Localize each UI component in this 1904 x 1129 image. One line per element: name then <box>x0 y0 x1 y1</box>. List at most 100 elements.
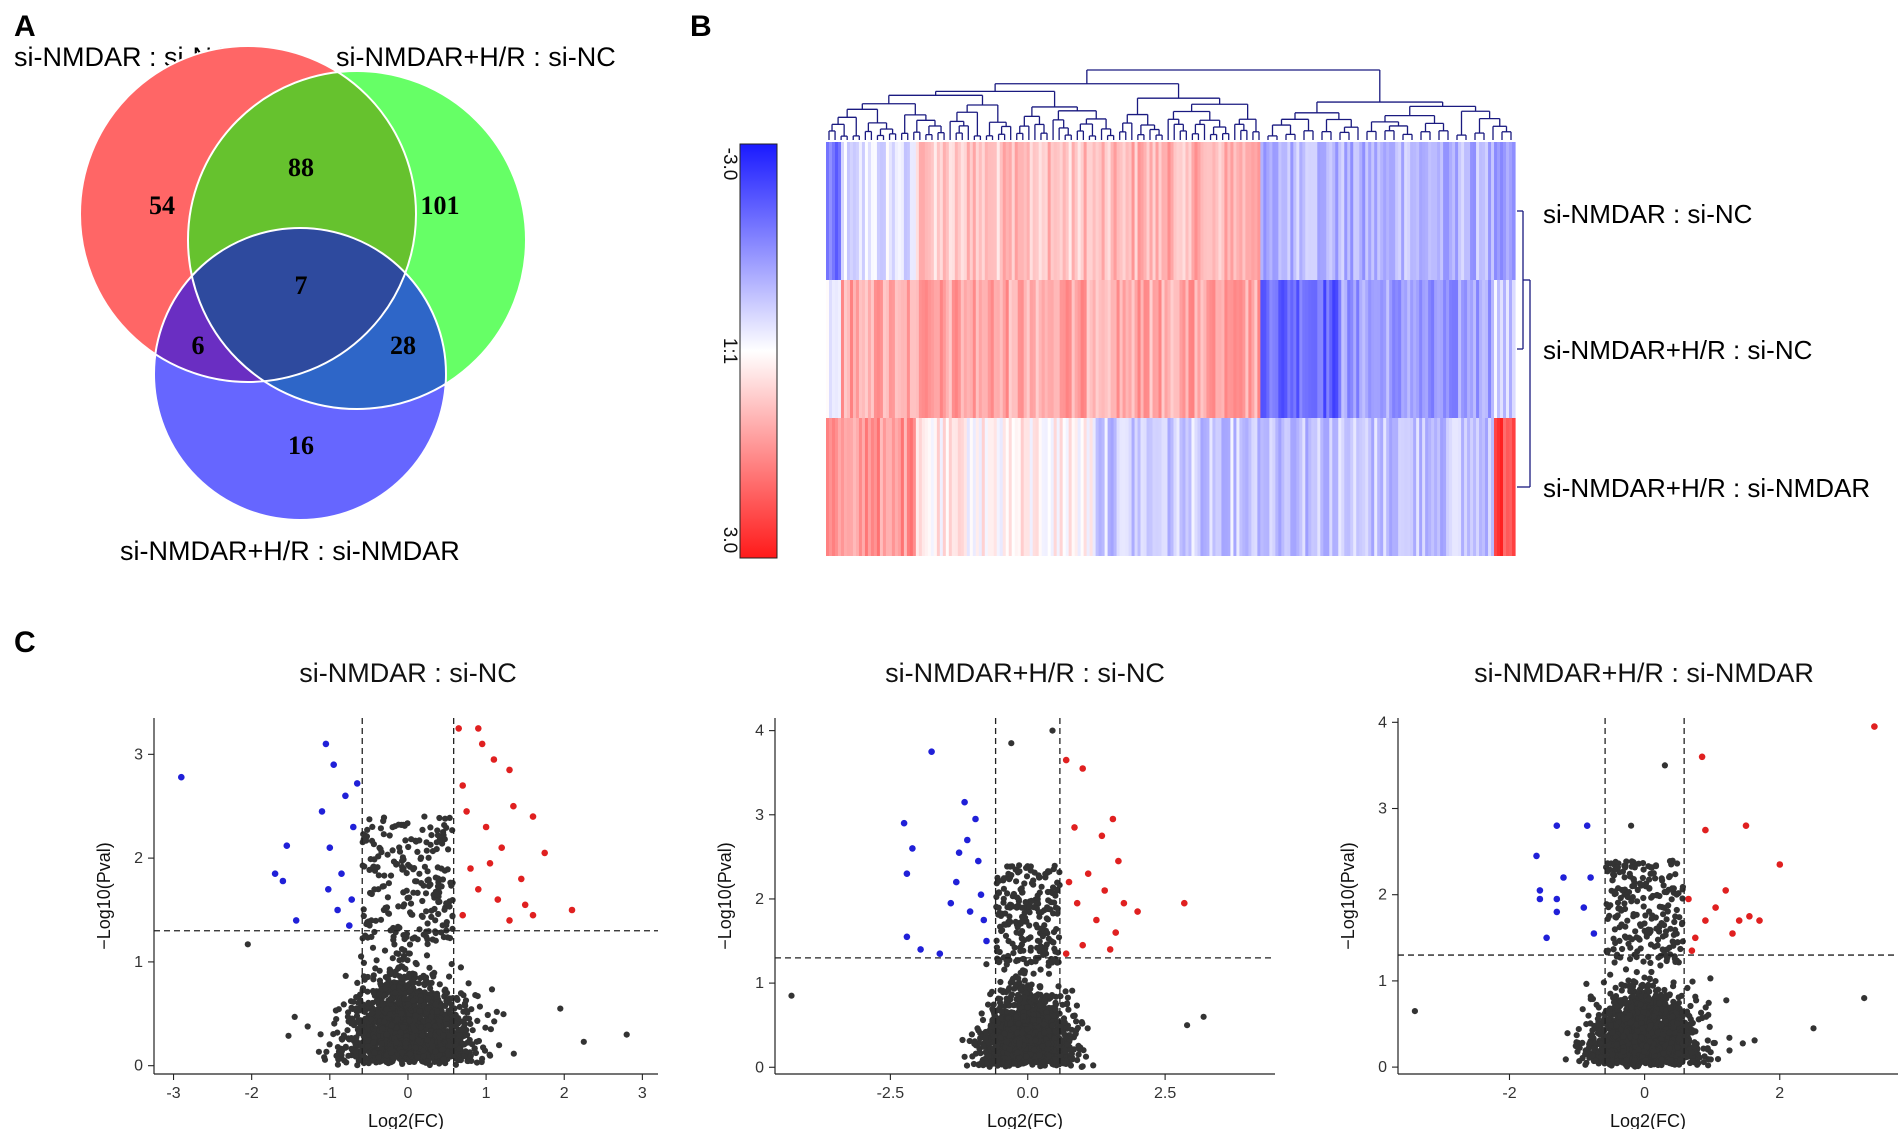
heatmap-cell <box>900 418 905 556</box>
volcano-point-ns <box>443 919 450 926</box>
heatmap-cell <box>987 418 992 556</box>
heatmap-cell <box>1173 418 1178 556</box>
volcano-point-ns <box>1042 870 1049 878</box>
volcano-point-ns <box>364 973 371 981</box>
volcano-point-ns <box>1061 1031 1068 1038</box>
volcano-point-ns <box>402 1040 409 1047</box>
volcano-point-ns <box>321 1056 329 1063</box>
heatmap-cell <box>1014 418 1019 556</box>
heatmap-cell <box>1077 280 1082 418</box>
volcano-point-ns <box>323 1048 330 1055</box>
volcano-point-ns <box>1027 863 1034 870</box>
volcano-point-down <box>178 773 185 781</box>
heatmap-cell <box>1131 142 1136 280</box>
volcano-point-down <box>334 906 341 914</box>
heatmap-cell <box>879 142 884 280</box>
volcano-point-ns <box>482 1024 489 1031</box>
volcano-point-ns <box>1041 947 1048 955</box>
volcano-point-ns <box>446 935 454 942</box>
volcano-point-ns <box>1010 950 1017 957</box>
heatmap-cell <box>939 418 944 556</box>
heatmap-cell <box>1485 280 1489 418</box>
heatmap-cell <box>888 418 893 556</box>
heatmap-cell <box>837 280 842 418</box>
heatmap-cell <box>1125 142 1130 280</box>
volcano-title-2: si-NMDAR+H/R : si-NC <box>885 658 1165 688</box>
volcano-point-ns <box>343 1059 350 1066</box>
heatmap-cell <box>1191 418 1196 556</box>
heatmap-cell <box>993 418 998 556</box>
heatmap-cell <box>1401 280 1405 418</box>
heatmap-cell <box>993 142 998 280</box>
heatmap-cell <box>1251 418 1255 556</box>
heatmap-cell <box>1251 142 1255 280</box>
volcano-point-ns <box>380 817 387 825</box>
heatmap-cell <box>1137 142 1142 280</box>
volcano-point-ns <box>465 980 472 987</box>
heatmap-cell <box>945 142 950 280</box>
heatmap-cell <box>966 142 971 280</box>
heatmap-cell <box>906 418 911 556</box>
volcano-point-ns <box>385 910 393 917</box>
heatmap-cell <box>1113 418 1118 556</box>
volcano-point-ns <box>354 979 361 987</box>
volcano-point-ns <box>473 1038 480 1045</box>
volcano-point-ns <box>1014 894 1021 901</box>
volcano-point-ns <box>1084 1025 1091 1032</box>
heatmap-cell <box>1305 142 1309 280</box>
volcano-point-ns <box>1053 926 1060 933</box>
venn-count-1-3: 6 <box>192 331 205 360</box>
volcano-point-ns <box>457 1057 464 1064</box>
volcano-point-ns <box>1000 875 1008 882</box>
heatmap-cell <box>1281 280 1285 418</box>
heatmap-cell <box>939 280 944 418</box>
volcano-point-ns <box>476 1003 483 1010</box>
volcano-point-ns <box>1011 1060 1018 1067</box>
heatmap-cell <box>1509 280 1513 418</box>
volcano-point-ns <box>440 934 447 941</box>
volcano-point-ns <box>364 1043 371 1050</box>
volcano-point-ns <box>415 1037 422 1044</box>
heatmap-cell <box>942 142 947 280</box>
heatmap-cell <box>1188 418 1193 556</box>
heatmap-cell <box>1224 280 1229 418</box>
heatmap-cell <box>1389 142 1393 280</box>
heatmap-cell <box>870 280 875 418</box>
heatmap-cell <box>840 142 845 280</box>
volcano-point-ns <box>424 868 431 875</box>
heatmap-cell <box>1266 418 1270 556</box>
heatmap-cell <box>1266 280 1270 418</box>
volcano-point-ns <box>419 1032 426 1039</box>
volcano-point-ns <box>1014 924 1021 931</box>
heatmap-cell <box>933 418 938 556</box>
volcano-point-down <box>955 849 963 856</box>
volcano-point-ns <box>474 993 481 1000</box>
heatmap-cell <box>1377 142 1381 280</box>
heatmap-cell <box>1512 280 1516 418</box>
volcano-point-down <box>338 870 345 877</box>
volcano-point-ns <box>433 891 440 899</box>
volcano-point-ns <box>366 816 373 823</box>
heatmap-cell <box>999 280 1004 418</box>
heatmap-cell <box>1293 418 1297 556</box>
volcano-point-down <box>326 844 334 851</box>
volcano-point-ns <box>1007 863 1014 870</box>
volcano-point-ns <box>424 920 431 927</box>
heatmap-cell <box>1074 418 1079 556</box>
heatmap-cell <box>1290 280 1294 418</box>
colorbar-tick-bottom: 3.0 <box>719 527 740 553</box>
heatmap-cell <box>1437 280 1441 418</box>
heatmap-cell <box>1356 142 1360 280</box>
heatmap-cell <box>1008 142 1013 280</box>
heatmap-cell <box>1392 280 1396 418</box>
volcano-point-ns <box>1022 899 1029 906</box>
heatmap-cell <box>891 280 896 418</box>
volcano-point-down <box>279 877 287 885</box>
heatmap-cell <box>1434 280 1438 418</box>
heatmap-cell <box>1095 280 1100 418</box>
volcano-point-down <box>975 857 982 865</box>
heatmap-cell <box>885 280 890 418</box>
panel-label-a: A <box>14 10 36 43</box>
heatmap-cell <box>1335 280 1339 418</box>
